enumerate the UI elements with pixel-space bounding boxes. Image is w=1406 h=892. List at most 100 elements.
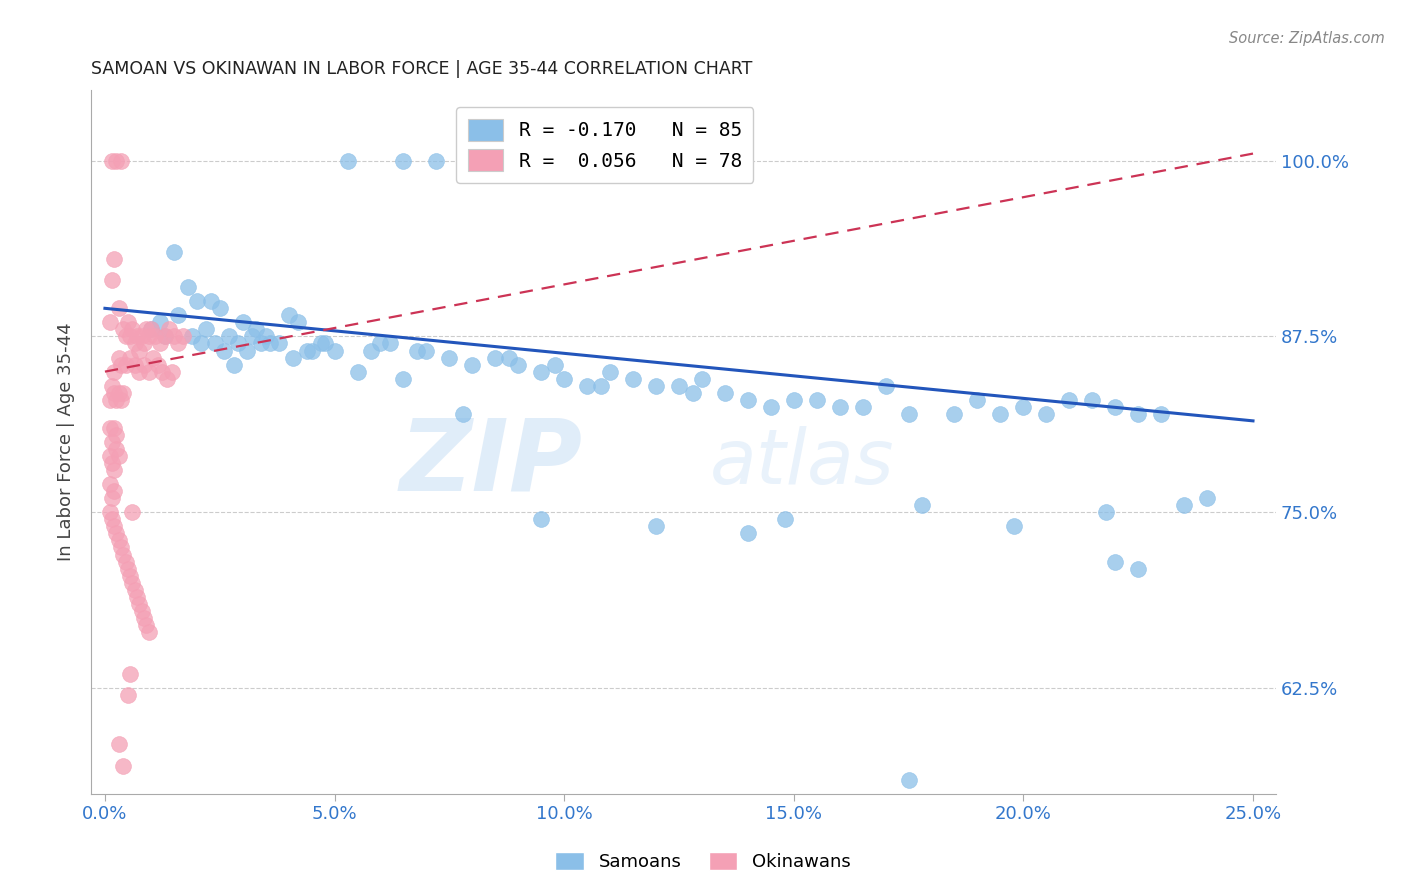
Point [240,329,263,343]
Point [121,322,143,336]
Point [269,336,291,351]
Point [599,365,621,379]
Point [323,343,346,358]
Point [875,378,897,392]
Point [911,498,934,512]
Point [128,597,150,611]
Point [98,421,121,435]
Point [153,329,176,343]
Point [360,343,382,358]
Point [138,329,160,343]
Point [112,548,135,562]
Point [194,322,217,336]
Point [103,421,125,435]
Point [160,365,183,379]
Point [131,329,153,343]
Point [668,378,690,392]
Point [852,400,875,414]
Point [346,365,368,379]
Point [120,329,142,343]
Point [149,336,172,351]
Point [314,336,336,351]
Point [226,336,249,351]
Point [301,343,323,358]
Point [135,322,157,336]
Point [121,575,143,590]
Point [287,315,309,329]
Point [172,329,194,343]
Point [120,351,142,365]
Point [806,392,828,407]
Point [101,456,124,470]
Point [101,153,124,168]
Point [101,434,124,449]
Point [98,477,121,491]
Point [392,372,415,386]
Point [1012,400,1035,414]
Point [105,442,128,456]
Point [153,329,176,343]
Point [103,385,125,400]
Text: atlas: atlas [710,426,894,500]
Point [139,322,162,336]
Point [337,153,360,168]
Point [645,519,668,533]
Point [117,688,139,702]
Point [167,336,190,351]
Point [110,541,132,555]
Point [415,343,437,358]
Point [139,322,162,336]
Point [283,351,305,365]
Point [103,463,125,477]
Point [103,365,125,379]
Point [1150,407,1173,421]
Point [277,309,299,323]
Point [156,372,179,386]
Point [110,392,132,407]
Point [101,378,124,392]
Text: ZIP: ZIP [399,415,583,512]
Legend: R = -0.170   N = 85, R =  0.056   N = 78: R = -0.170 N = 85, R = 0.056 N = 78 [457,107,754,183]
Point [553,372,575,386]
Point [682,385,704,400]
Point [105,153,128,168]
Point [1173,498,1195,512]
Point [897,407,920,421]
Point [163,329,186,343]
Point [117,315,139,329]
Point [897,772,920,787]
Point [392,153,415,168]
Point [157,322,180,336]
Point [759,400,782,414]
Point [107,533,129,548]
Point [167,309,190,323]
Point [112,758,135,772]
Point [425,153,447,168]
Point [142,351,165,365]
Point [484,351,506,365]
Point [125,590,148,604]
Point [451,407,474,421]
Point [576,378,599,392]
Point [186,294,208,309]
Point [150,365,173,379]
Legend: Samoans, Okinawans: Samoans, Okinawans [548,845,858,879]
Point [208,301,231,316]
Point [498,351,520,365]
Point [107,449,129,463]
Point [461,358,484,372]
Point [544,358,567,372]
Point [737,526,759,541]
Point [114,329,136,343]
Point [1197,491,1219,506]
Point [163,245,186,260]
Point [254,329,277,343]
Point [149,315,172,329]
Point [378,336,401,351]
Point [530,365,553,379]
Point [105,428,128,442]
Point [218,329,240,343]
Point [124,358,146,372]
Point [1128,561,1150,575]
Y-axis label: In Labor Force | Age 35-44: In Labor Force | Age 35-44 [58,323,75,561]
